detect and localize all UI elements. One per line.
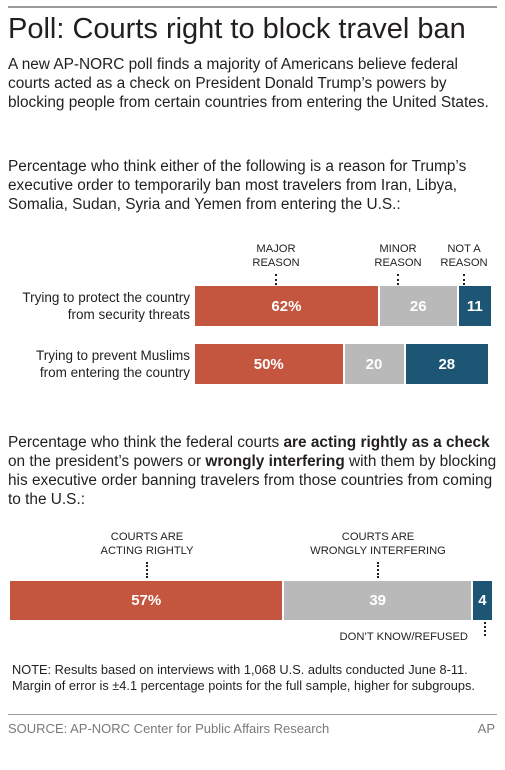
leader-dots — [463, 274, 465, 285]
series-label-line: REASON — [252, 257, 300, 269]
category-label-line: Trying to prevent Muslims — [35, 348, 190, 363]
category-label: Trying to prevent Muslims from entering t… — [0, 347, 190, 381]
category-label: Trying to protect the country from securi… — [0, 289, 190, 323]
series-label-line: ACTING RIGHTLY — [100, 545, 194, 557]
headline: Poll: Courts right to block travel ban — [8, 13, 466, 45]
series-label-line: REASON — [440, 257, 488, 269]
bar-segment: 39 — [284, 581, 471, 620]
series-label-line: MINOR — [379, 243, 417, 255]
bar-segment: 50% — [195, 344, 343, 384]
bar-value-label: 20 — [365, 355, 383, 373]
chart-courts: 57% 39 4 COURTS ARE ACTING RIGHTLY COURTS ARE… — [0, 526, 505, 646]
series-label: DON’T KNOW/REFUSED — [318, 630, 468, 644]
q2-part-3: with them by blocking his executive orde… — [8, 453, 497, 508]
bar-segment: 20 — [344, 344, 404, 384]
bar-segment: 26 — [379, 286, 457, 326]
series-label-line: COURTS ARE — [341, 531, 415, 543]
leader-dots — [397, 274, 399, 285]
leader-dots — [275, 274, 277, 285]
bar-value-label: 50% — [253, 355, 284, 373]
bar-value-label: 28 — [438, 355, 456, 373]
question-1-text: Percentage who think either of the follo… — [8, 158, 467, 213]
bar-segment: 4 — [472, 581, 492, 620]
series-label-line: NOT A — [447, 243, 481, 255]
source-text: SOURCE: AP-NORC Center for Public Affair… — [8, 721, 330, 736]
series-label: COURTS ARE ACTING RIGHTLY — [67, 530, 227, 558]
intro-text: A new AP-NORC poll finds a majority of A… — [8, 56, 489, 111]
q2-bold-1: are acting rightly as a check — [283, 434, 490, 451]
top-rule — [8, 6, 497, 8]
bottom-rule — [8, 714, 497, 715]
bar-value-label: 11 — [466, 297, 483, 315]
chart-reasons: MAJOR REASON MINOR REASON NOT A REASON Trying … — [0, 236, 505, 396]
bar-segment: 28 — [405, 344, 489, 384]
bar-segment: 57% — [10, 581, 283, 620]
series-label-line: DON’T KNOW/REFUSED — [339, 631, 468, 643]
series-label-line: MAJOR — [256, 243, 296, 255]
category-label-line: from entering the country — [39, 365, 190, 380]
bar-value-label: 62% — [271, 297, 302, 315]
category-label-line: Trying to protect the country — [22, 290, 190, 305]
leader-dots — [377, 562, 379, 578]
q2-part-2: on the president’s powers or — [8, 453, 206, 470]
series-label-line: REASON — [374, 257, 422, 269]
series-label-line: WRONGLY INTERFERING — [310, 545, 446, 557]
bar-value-label: 57% — [131, 592, 162, 609]
bar-segment: 11 — [458, 286, 492, 326]
bar-segment: 62% — [195, 286, 378, 326]
q2-bold-2: wrongly interfering — [205, 453, 345, 470]
leader-dots — [484, 622, 487, 636]
note-text: NOTE: Results based on interviews with 1… — [12, 662, 475, 693]
series-label: MAJOR REASON — [231, 242, 321, 270]
series-label: COURTS ARE WRONGLY INTERFERING — [298, 530, 458, 558]
question-2-text: Percentage who think the federal courts … — [8, 433, 500, 509]
q2-part-1: Percentage who think the federal courts — [8, 434, 284, 451]
category-label-line: from security threats — [67, 307, 190, 322]
bar-value-label: 39 — [369, 592, 386, 609]
leader-dots — [146, 562, 148, 578]
series-label: NOT A REASON — [419, 242, 505, 270]
bar-value-label: 4 — [478, 592, 487, 609]
ap-credit: AP — [477, 721, 495, 736]
bar-value-label: 26 — [409, 297, 427, 315]
series-label-line: COURTS ARE — [110, 531, 184, 543]
series-label: MINOR REASON — [353, 242, 443, 270]
